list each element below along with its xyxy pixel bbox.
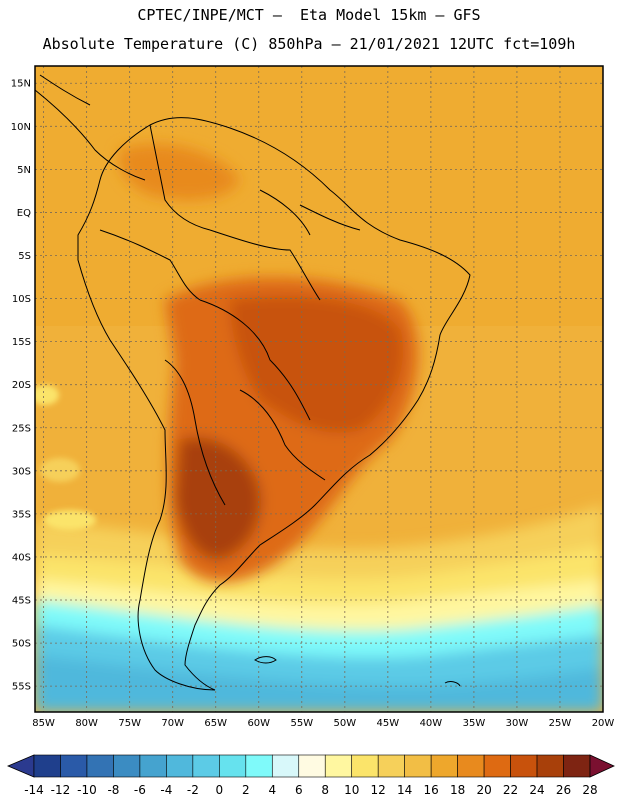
colorbar-label: 22: [503, 783, 518, 797]
colorbar-swatch: [404, 754, 432, 778]
colorbar-label: 4: [268, 783, 276, 797]
colorbar-label: 6: [295, 783, 303, 797]
colorbar-swatch: [86, 754, 114, 778]
lon-label: 65W: [204, 718, 227, 729]
lat-label: 15S: [12, 337, 31, 348]
lat-label: 50S: [12, 639, 31, 650]
lon-label: 50W: [334, 718, 357, 729]
colorbar-swatch: [166, 754, 194, 778]
coastlines: [35, 74, 471, 691]
lat-label: EQ: [17, 208, 31, 219]
colorbar-swatch: [483, 754, 511, 778]
colorbar-swatch: [298, 754, 326, 778]
colorbar-label: 8: [321, 783, 329, 797]
colorbar-swatch: [271, 754, 300, 778]
lon-label: 55W: [290, 718, 313, 729]
colorbar-label: 10: [344, 783, 359, 797]
lon-label: 45W: [377, 718, 400, 729]
colorbar-swatch: [457, 754, 485, 778]
colorbar-label: -10: [77, 783, 97, 797]
lon-label: 20W: [592, 718, 615, 729]
colorbar-swatch: [245, 754, 273, 778]
colorbar-swatch: [219, 754, 247, 778]
colorbar-label: -4: [160, 783, 172, 797]
lon-label: 70W: [161, 718, 184, 729]
lon-label: 25W: [549, 718, 572, 729]
temperature-field: [35, 66, 603, 712]
colorbar-label: -8: [107, 783, 119, 797]
colorbar-swatch: [563, 754, 591, 778]
colorbar-swatch: [33, 754, 61, 778]
lon-label: 35W: [463, 718, 486, 729]
lat-label: 5N: [17, 165, 31, 176]
colorbar: [6, 754, 615, 778]
lat-label: 20S: [12, 380, 31, 391]
colorbar-label: 24: [529, 783, 544, 797]
title-line-2: Absolute Temperature (C) 850hPa – 21/01/…: [42, 35, 576, 53]
colorbar-label: -12: [51, 783, 71, 797]
title-line-1: CPTEC/INPE/MCT – Eta Model 15km – GFS: [137, 6, 481, 24]
colorbar-label: 2: [242, 783, 250, 797]
colorbar-swatch: [430, 754, 458, 778]
colorbar-label: 28: [582, 783, 597, 797]
colorbar-label: -2: [187, 783, 199, 797]
lat-label: 55S: [12, 682, 31, 693]
lon-label: 75W: [118, 718, 141, 729]
colorbar-swatch: [113, 754, 141, 778]
colorbar-swatch: [192, 754, 220, 778]
lat-label: 40S: [12, 552, 31, 563]
lat-label: 30S: [12, 466, 31, 477]
colorbar-swatch: [377, 754, 405, 778]
lon-label: 60W: [247, 718, 270, 729]
lat-label: 25S: [12, 423, 31, 434]
colorbar-swatch: [536, 754, 564, 778]
colorbar-label: 0: [216, 783, 224, 797]
colorbar-swatch: [324, 754, 353, 778]
lat-label: 35S: [12, 509, 31, 520]
colorbar-max-arrow: [589, 754, 615, 778]
colorbar-min-arrow: [6, 754, 35, 778]
lon-label: 80W: [75, 718, 98, 729]
colorbar-label: 18: [450, 783, 465, 797]
colorbar-swatch: [60, 754, 88, 778]
colorbar-label: 14: [397, 783, 412, 797]
colorbar-swatch: [351, 754, 379, 778]
lon-label: 30W: [506, 718, 529, 729]
lon-label: 40W: [420, 718, 443, 729]
colorbar-swatch: [139, 754, 167, 778]
colorbar-label: 20: [476, 783, 491, 797]
lon-label: 85W: [32, 718, 55, 729]
colorbar-label: 12: [371, 783, 386, 797]
lat-label: 10S: [12, 294, 31, 305]
lat-label: 10N: [11, 122, 31, 133]
colorbar-label: 26: [556, 783, 571, 797]
colorbar-label: -14: [24, 783, 44, 797]
lat-label: 45S: [12, 596, 31, 607]
colorbar-label: 16: [424, 783, 439, 797]
lat-label: 15N: [11, 79, 31, 90]
colorbar-label: -6: [134, 783, 146, 797]
map-frame: [34, 65, 604, 713]
colorbar-swatch: [510, 754, 538, 778]
lat-label: 5S: [18, 251, 31, 262]
